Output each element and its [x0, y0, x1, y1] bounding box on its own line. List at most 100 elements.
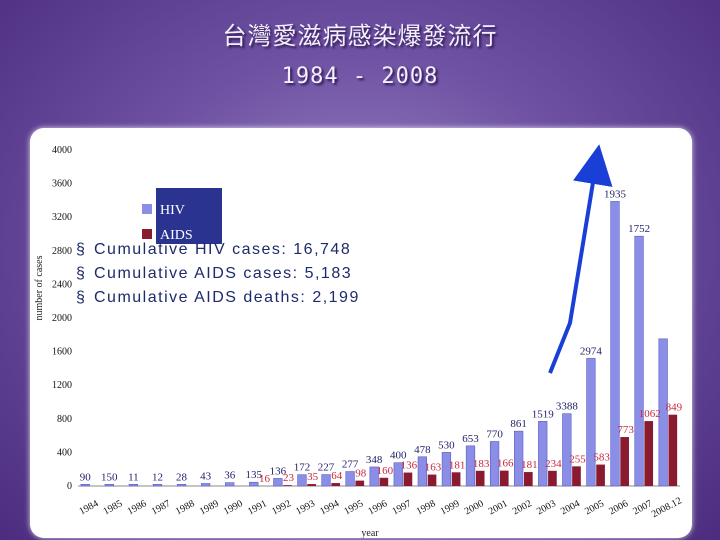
data-label-hiv: 150 — [101, 471, 118, 483]
data-label-hiv: 530 — [438, 439, 455, 451]
bar-hiv-1986 — [128, 484, 139, 487]
trend-arrow — [548, 144, 613, 374]
x-tick-label: 1985 — [102, 498, 125, 517]
bar-hiv-2002 — [514, 430, 524, 487]
y-tick-label: 4000 — [52, 145, 72, 156]
x-tick-label: 1996 — [366, 498, 389, 517]
x-tick-label: 1984 — [77, 498, 100, 517]
x-tick-label: 1989 — [198, 498, 221, 517]
data-label-hiv: 36 — [224, 470, 236, 482]
chart-panel: 0 400 800 1200 1600 2000 2400 2800 3200 3600 4000 … — [30, 128, 692, 538]
legend-label-hiv: HIV — [160, 203, 185, 218]
bar-hiv-2004 — [562, 413, 572, 487]
bar-aids-2001 — [499, 470, 509, 486]
bar-aids-1994 — [331, 483, 341, 486]
bullet-marker: § — [76, 241, 86, 258]
bar-aids-1992 — [283, 485, 292, 486]
bar-hiv-2001 — [489, 441, 500, 487]
bar-hiv-2003 — [538, 421, 548, 487]
bar-hiv-2005 — [586, 358, 596, 487]
bar-aids-2003 — [548, 470, 557, 486]
legend-label-aids: AIDS — [160, 228, 193, 243]
data-label-hiv: 172 — [294, 462, 311, 474]
data-label-hiv: 770 — [486, 428, 503, 440]
bar-hiv-1987 — [152, 484, 163, 487]
data-label-aids: 234 — [545, 458, 562, 470]
x-tick-label: 2001 — [487, 498, 510, 517]
x-tick-label: 2002 — [511, 498, 534, 517]
data-label-aids: 16 — [259, 473, 271, 485]
x-tick-label: 1997 — [390, 498, 413, 517]
data-label-hiv: 135 — [246, 469, 263, 481]
bullet-marker: § — [76, 265, 86, 282]
y-tick-label: 1600 — [52, 347, 72, 358]
data-label-aids: 136 — [401, 460, 418, 472]
data-label-hiv: 348 — [366, 454, 383, 466]
bar-aids-2000 — [475, 470, 485, 486]
y-tick-label: 3600 — [52, 179, 72, 190]
bar-aids-1999 — [451, 472, 461, 486]
legend-box — [156, 188, 222, 244]
data-label-hiv: 277 — [342, 459, 359, 471]
x-tick-label: 1998 — [415, 498, 438, 517]
slide-title: 台灣愛滋病感染爆發流行 — [222, 22, 498, 50]
data-label-aids: 166 — [497, 458, 514, 470]
y-tick-label: 400 — [57, 447, 72, 458]
data-label-aids: 773 — [617, 424, 634, 436]
data-label-hiv: 90 — [80, 471, 92, 483]
bar-aids-2002 — [523, 472, 533, 486]
summary-bullets: § Cumulative HIV cases: 16,748 § Cumulat… — [76, 241, 358, 306]
x-tick-label: 1993 — [294, 498, 317, 517]
data-label-aids: 64 — [331, 470, 343, 482]
bar-hiv-1990 — [225, 482, 235, 487]
x-tick-label: 1995 — [342, 498, 365, 517]
x-tick-label: 1988 — [174, 498, 197, 517]
data-label-aids: 163 — [425, 462, 442, 474]
bar-hiv-2007 — [634, 235, 644, 487]
data-label-aids: 160 — [377, 465, 394, 477]
bar-hiv-1996 — [369, 466, 379, 487]
y-tick-label: 800 — [57, 414, 72, 425]
hiv-aids-bar-chart: 040080012001600200024002800320036004000 … — [34, 144, 684, 538]
data-label-aids: 583 — [593, 452, 610, 464]
x-tick-label: 1987 — [150, 498, 173, 517]
data-label-aids: 255 — [569, 453, 586, 465]
data-label-aids: 23 — [283, 472, 295, 484]
y-tick-label: 1200 — [52, 380, 72, 391]
bar-hiv-1998 — [417, 456, 427, 487]
data-label-hiv: 136 — [270, 465, 287, 477]
bar-hiv-2000 — [465, 445, 476, 487]
data-label-hiv: 3388 — [556, 401, 579, 413]
bar-hiv-1991 — [249, 481, 259, 487]
data-label-hiv: 28 — [176, 471, 188, 483]
y-tick-label: 2800 — [52, 246, 72, 257]
bullet-marker: § — [76, 289, 86, 306]
data-label-hiv: 227 — [318, 462, 335, 474]
y-axis-title: number of cases — [34, 255, 45, 320]
data-label-hiv: 1519 — [532, 408, 555, 420]
x-tick-label: 2004 — [559, 498, 582, 517]
data-label-hiv: 1935 — [604, 188, 627, 200]
data-label-hiv: 861 — [510, 418, 527, 430]
bar-aids-1996 — [379, 477, 389, 486]
bar-hiv-1985 — [104, 484, 114, 487]
x-tick-label: 2003 — [535, 498, 558, 517]
x-tick-label: 2000 — [463, 498, 486, 517]
data-label-hiv: 400 — [390, 450, 407, 462]
x-axis-title: year — [361, 528, 379, 538]
data-label-hiv: 12 — [152, 471, 163, 483]
x-tick-label: 2008.12 — [650, 495, 684, 520]
data-label-hiv: 43 — [200, 470, 212, 482]
x-tick-label: 1994 — [318, 498, 341, 517]
data-label-aids: 181 — [521, 459, 538, 471]
bar-hiv-2006 — [610, 201, 620, 487]
bar-aids-2007 — [644, 421, 654, 486]
y-tick-label: 3200 — [52, 212, 72, 223]
data-label-aids: 183 — [473, 458, 490, 470]
y-tick-label: 0 — [67, 481, 72, 492]
bar-hiv-1995 — [345, 471, 355, 487]
data-label-aids: 98 — [355, 468, 367, 480]
bullet-hiv-cases: Cumulative HIV cases: 16,748 — [94, 241, 351, 258]
bar-hiv-1993 — [297, 474, 307, 487]
data-label-aids: 35 — [307, 471, 319, 483]
